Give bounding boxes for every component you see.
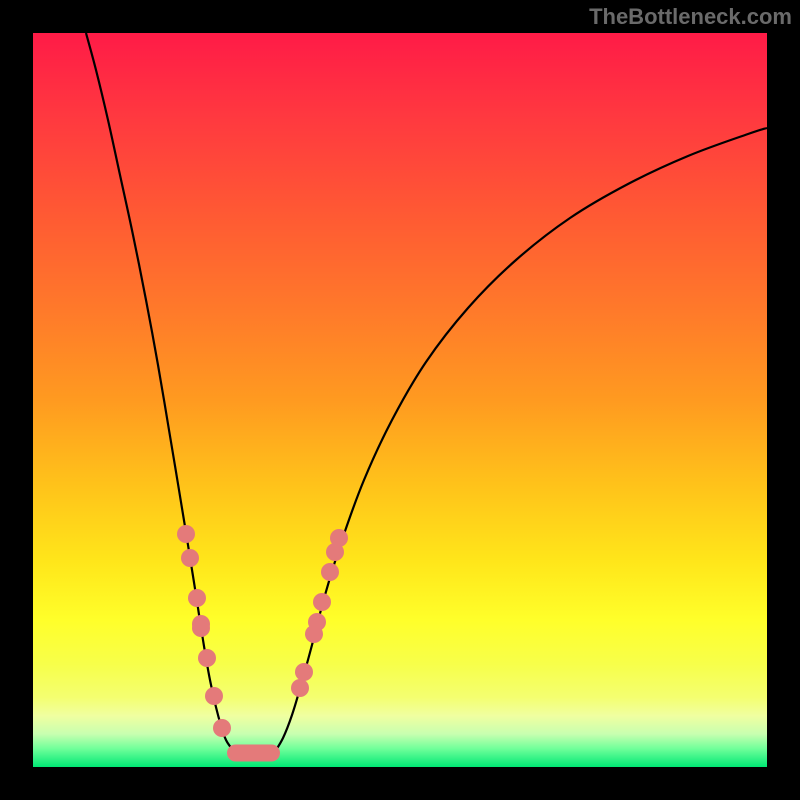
trough-marker [227,745,280,762]
marker-dot [181,549,199,567]
marker-dot [313,593,331,611]
marker-dot [295,663,313,681]
marker-dot [330,529,348,547]
marker-dot [188,589,206,607]
watermark-text: TheBottleneck.com [589,4,792,30]
marker-dot [198,649,216,667]
marker-dot [192,619,210,637]
marker-dot [213,719,231,737]
marker-dot [291,679,309,697]
marker-dot [177,525,195,543]
chart-container: TheBottleneck.com [0,0,800,800]
marker-dot [321,563,339,581]
marker-dot [308,613,326,631]
chart-svg [0,0,800,800]
marker-dot [205,687,223,705]
